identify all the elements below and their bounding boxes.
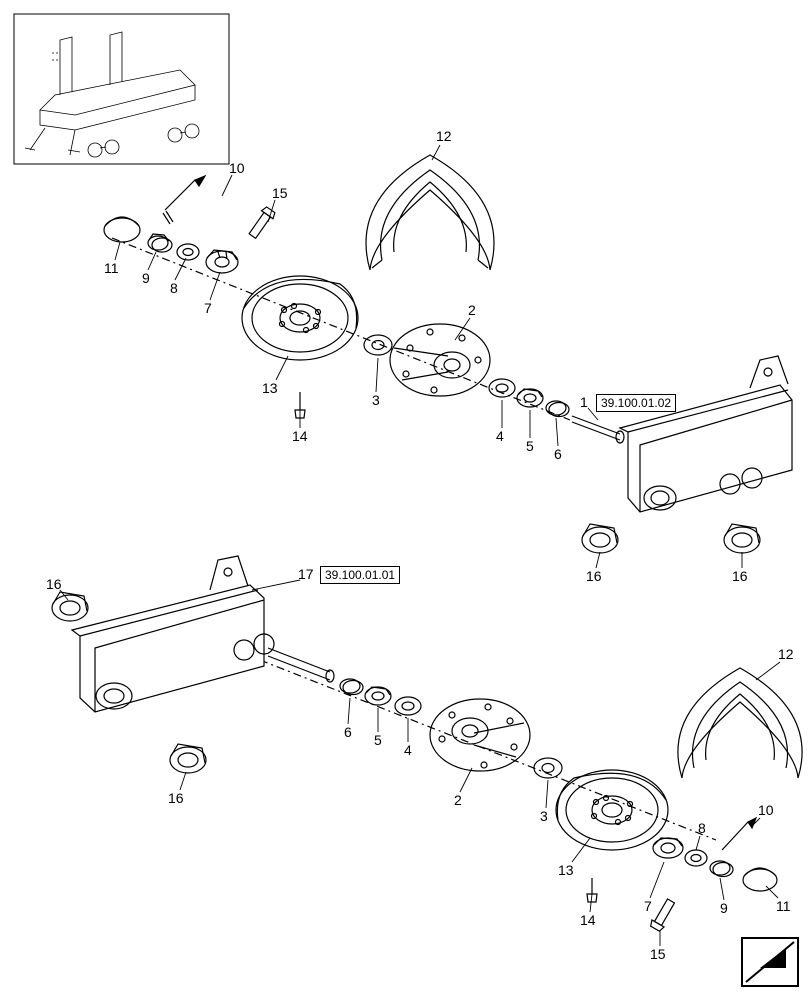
label-3b: 3 <box>540 808 548 824</box>
part-11b-cap <box>743 868 777 891</box>
refbox-1: 39.100.01.02 <box>596 394 676 412</box>
label-16d: 16 <box>168 790 184 806</box>
part-6-nut <box>546 401 569 417</box>
label-10b: 10 <box>758 802 774 818</box>
part-9-nut <box>148 234 172 252</box>
part-7-bearing <box>206 250 238 273</box>
label-8: 8 <box>170 280 178 296</box>
label-6b: 6 <box>344 724 352 740</box>
label-16b: 16 <box>732 568 748 584</box>
part-1-arm-right <box>572 356 792 512</box>
label-1: 1 <box>580 394 588 410</box>
label-15: 15 <box>272 185 288 201</box>
label-14b: 14 <box>580 912 596 928</box>
label-16c: 16 <box>46 576 62 592</box>
part-4b-washer <box>395 697 421 715</box>
part-16-bushing-ll <box>52 592 88 621</box>
label-4: 4 <box>496 428 504 444</box>
label-13b: 13 <box>558 862 574 878</box>
part-14b-fitting <box>587 878 597 902</box>
part-15b-bolt <box>649 897 677 932</box>
part-11-cap <box>104 217 140 242</box>
label-9b: 9 <box>720 900 728 916</box>
part-9b-nut <box>710 861 733 877</box>
part-6b-nut <box>340 679 363 695</box>
part-5-bearing <box>517 389 543 407</box>
part-5b-bearing <box>365 687 391 705</box>
lower-assembly <box>52 556 802 946</box>
label-15b: 15 <box>650 946 666 962</box>
label-6: 6 <box>554 446 562 462</box>
part-16-bushing-lr <box>170 744 206 773</box>
label-4b: 4 <box>404 742 412 758</box>
part-16-bushing-ul <box>582 524 618 553</box>
part-2-hub <box>390 324 490 396</box>
label-5b: 5 <box>374 732 382 748</box>
label-13: 13 <box>262 380 278 396</box>
part-12-tire <box>366 155 494 270</box>
label-2: 2 <box>468 302 476 318</box>
label-8b: 8 <box>698 820 706 836</box>
part-3b-seal <box>534 758 562 778</box>
label-12b: 12 <box>778 646 794 662</box>
part-10b-pin <box>722 818 756 850</box>
part-4-washer <box>489 379 515 397</box>
label-3: 3 <box>372 392 380 408</box>
part-3-seal <box>364 335 392 355</box>
part-12b-tire <box>678 668 802 778</box>
next-page-icon[interactable] <box>742 938 798 986</box>
part-16-bushing-ur <box>724 524 760 553</box>
label-16a: 16 <box>586 568 602 584</box>
label-7b: 7 <box>644 898 652 914</box>
label-11b: 11 <box>776 898 791 914</box>
upper-assembly <box>104 145 792 568</box>
part-7b-bearing <box>653 838 683 858</box>
part-8-washer <box>177 244 199 260</box>
part-10-pin <box>163 176 205 224</box>
label-10: 10 <box>229 160 245 176</box>
label-14: 14 <box>292 428 308 444</box>
label-5: 5 <box>526 438 534 454</box>
part-17-arm-left <box>72 556 334 712</box>
label-2b: 2 <box>454 792 462 808</box>
part-15-bolt <box>247 206 277 240</box>
label-7: 7 <box>204 300 212 316</box>
label-11: 11 <box>104 260 119 276</box>
label-12: 12 <box>436 128 452 144</box>
thumbnail-frame <box>14 14 229 164</box>
part-2b-hub <box>430 699 530 771</box>
part-8b-washer <box>685 850 707 866</box>
refbox-17: 39.100.01.01 <box>320 566 400 584</box>
part-13b-rim <box>556 770 668 850</box>
label-9: 9 <box>142 270 150 286</box>
part-13-rim <box>242 276 358 360</box>
label-17: 17 <box>298 566 314 582</box>
